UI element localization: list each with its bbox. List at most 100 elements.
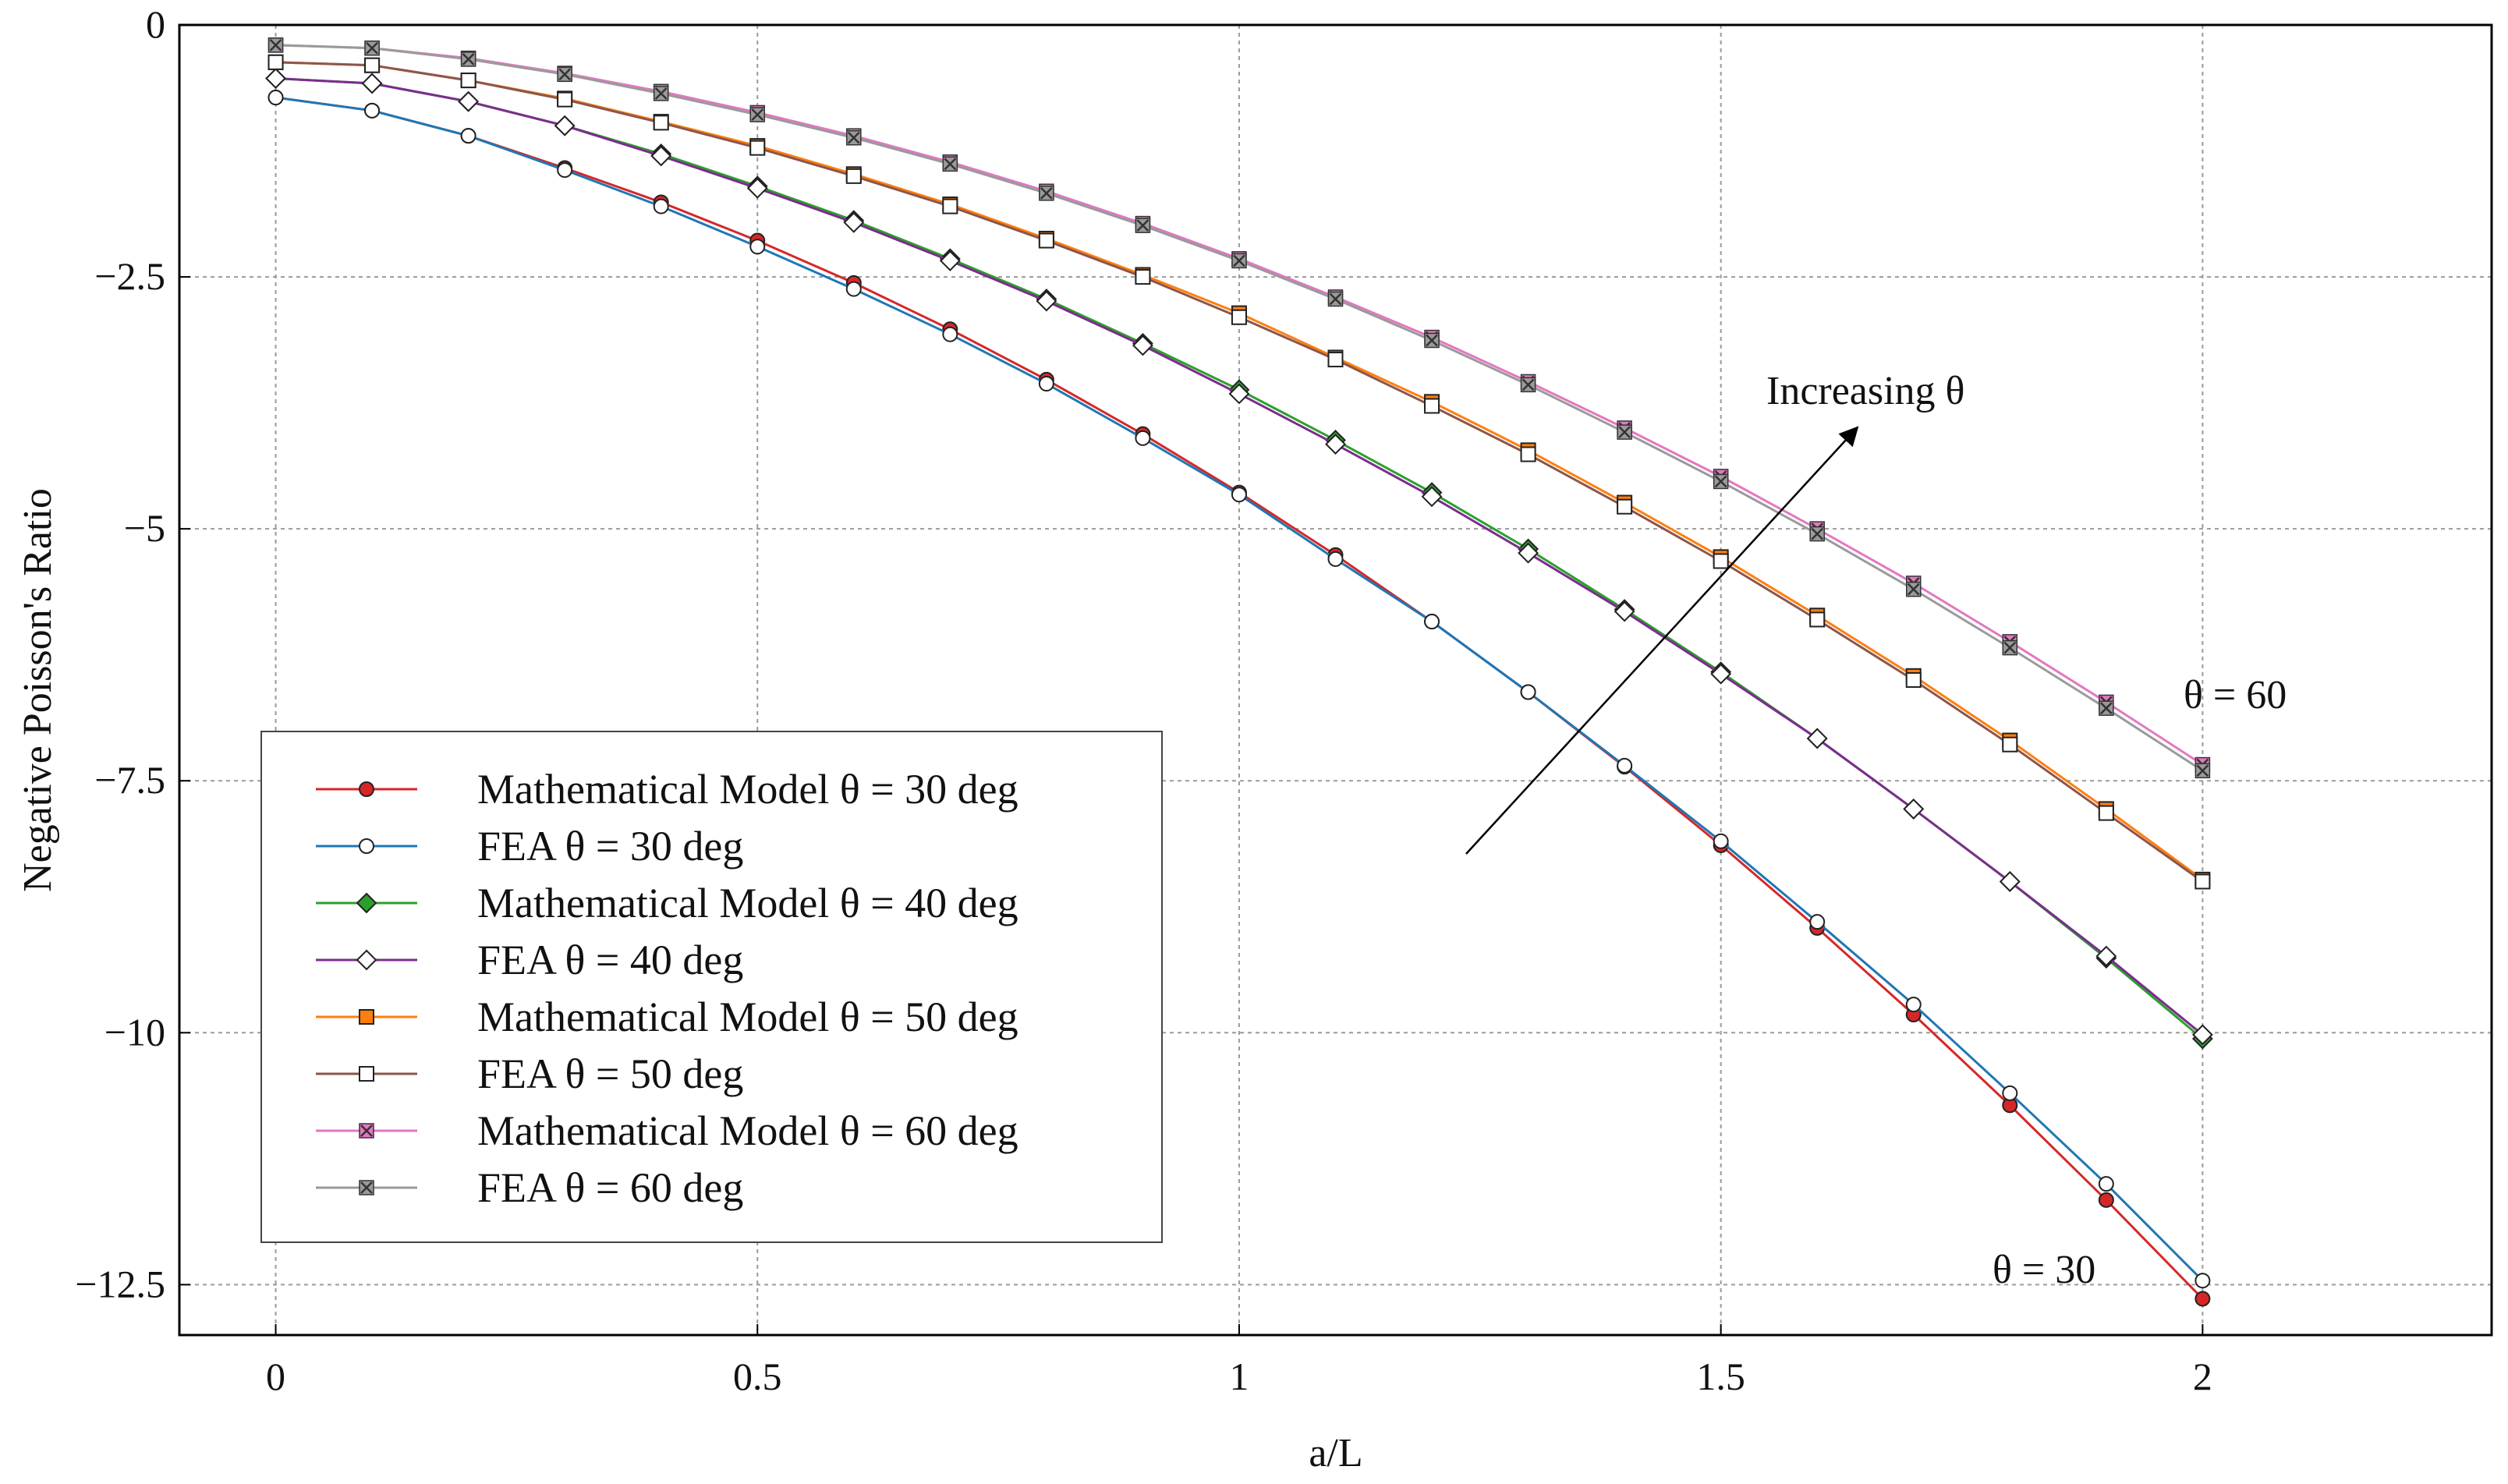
legend-item: FEA θ = 60 deg: [316, 1164, 743, 1211]
x-axis-title: a/L: [1309, 1431, 1362, 1475]
data-point: [2002, 736, 2018, 753]
legend-item: Mathematical Model θ = 30 deg: [316, 766, 1018, 813]
legend-label: FEA θ = 50 deg: [477, 1050, 743, 1097]
data-point: [460, 51, 476, 67]
legend-item: Mathematical Model θ = 50 deg: [316, 993, 1018, 1040]
data-point: [846, 129, 862, 146]
legend-label: Mathematical Model θ = 60 deg: [477, 1107, 1018, 1154]
y-tick-label: 0: [146, 2, 165, 46]
data-point: [1424, 332, 1440, 349]
series-layer: [265, 37, 2213, 1307]
data-point: [460, 73, 476, 89]
data-point: [1903, 799, 1925, 820]
data-point: [2098, 805, 2114, 821]
data-point: [653, 198, 669, 214]
data-point: [1231, 309, 1247, 325]
y-tick-label: −5: [124, 506, 165, 550]
y-tick-label: −12.5: [75, 1262, 165, 1305]
y-tick-label: −2.5: [94, 254, 165, 298]
data-point: [1228, 383, 1250, 405]
data-point: [1132, 335, 1153, 356]
data-point: [1713, 553, 1729, 569]
data-point: [267, 37, 284, 53]
x-tick-label: 0: [266, 1355, 285, 1398]
data-point: [364, 57, 381, 73]
legend-marker: [356, 892, 377, 914]
series-8: [267, 37, 2211, 779]
legend-item: FEA θ = 30 deg: [316, 823, 743, 870]
data-point: [2098, 1176, 2114, 1192]
data-point: [939, 250, 961, 271]
series-4: [265, 68, 2213, 1046]
data-point: [749, 239, 766, 255]
data-point: [2098, 1192, 2114, 1208]
data-point: [942, 156, 958, 172]
data-point: [1135, 218, 1151, 233]
data-point: [1809, 611, 1826, 628]
x-tick-label: 2: [2193, 1355, 2212, 1398]
legend-label: FEA θ = 60 deg: [477, 1164, 743, 1211]
data-point: [1231, 253, 1247, 269]
legend-marker: [359, 1123, 374, 1139]
data-point: [1038, 232, 1054, 249]
data-point: [1905, 672, 1922, 688]
data-point: [1327, 291, 1344, 307]
y-axis-title: Negative Poisson's Ratio: [16, 488, 60, 892]
data-point: [1614, 600, 1635, 622]
data-point: [2194, 1273, 2211, 1289]
data-point: [267, 54, 284, 70]
data-point: [653, 86, 669, 101]
data-point: [1809, 914, 1826, 930]
y-tick-label: −7.5: [94, 758, 165, 802]
data-point: [1520, 377, 1536, 393]
data-point: [361, 73, 383, 94]
data-point: [650, 145, 672, 167]
legend-marker: [356, 949, 377, 971]
legend-label: FEA θ = 30 deg: [477, 823, 743, 870]
legend-item: FEA θ = 40 deg: [316, 937, 743, 983]
data-point: [749, 107, 765, 122]
data-point: [1231, 487, 1247, 503]
data-point: [1135, 269, 1151, 285]
annotation-theta-30: θ = 30: [1993, 1248, 2095, 1292]
legend-label: Mathematical Model θ = 40 deg: [477, 880, 1018, 926]
data-point: [2095, 945, 2117, 967]
data-point: [557, 66, 572, 83]
legend-box: [260, 731, 1163, 1243]
plot-frame: [178, 23, 2493, 1337]
series-6: [267, 54, 2211, 890]
data-point: [2194, 873, 2211, 890]
data-point: [1999, 871, 2021, 892]
data-point: [1617, 424, 1632, 440]
data-point: [2002, 1085, 2018, 1101]
annotation-theta-60: θ = 60: [2184, 673, 2287, 717]
increasing-theta-arrow: [1465, 426, 1859, 855]
data-point: [942, 326, 958, 342]
legend-marker: [359, 838, 374, 854]
data-point: [1809, 526, 1825, 542]
data-point: [1327, 551, 1344, 567]
data-point: [460, 128, 476, 144]
legend-marker: [359, 1066, 374, 1082]
data-point: [2099, 700, 2114, 716]
data-point: [1710, 663, 1732, 685]
data-point: [557, 91, 573, 108]
legend-item: FEA θ = 50 deg: [316, 1050, 743, 1097]
data-point: [845, 281, 862, 297]
data-point: [1520, 684, 1536, 700]
data-point: [1520, 446, 1536, 462]
data-point: [1617, 498, 1633, 515]
legend-item: Mathematical Model θ = 60 deg: [316, 1107, 1018, 1154]
data-point: [2002, 639, 2018, 656]
legend: Mathematical Model θ = 30 deg FEA θ = 30 …: [260, 731, 1163, 1243]
series-2: [267, 90, 2211, 1289]
legend-marker: [359, 1009, 374, 1025]
data-point: [1424, 614, 1440, 630]
data-point: [364, 102, 381, 119]
legend-label: Mathematical Model θ = 30 deg: [477, 766, 1018, 813]
data-point: [1713, 833, 1729, 849]
data-point: [1518, 542, 1539, 564]
x-tick-label: 0.5: [733, 1355, 782, 1398]
legend-marker: [359, 781, 374, 797]
